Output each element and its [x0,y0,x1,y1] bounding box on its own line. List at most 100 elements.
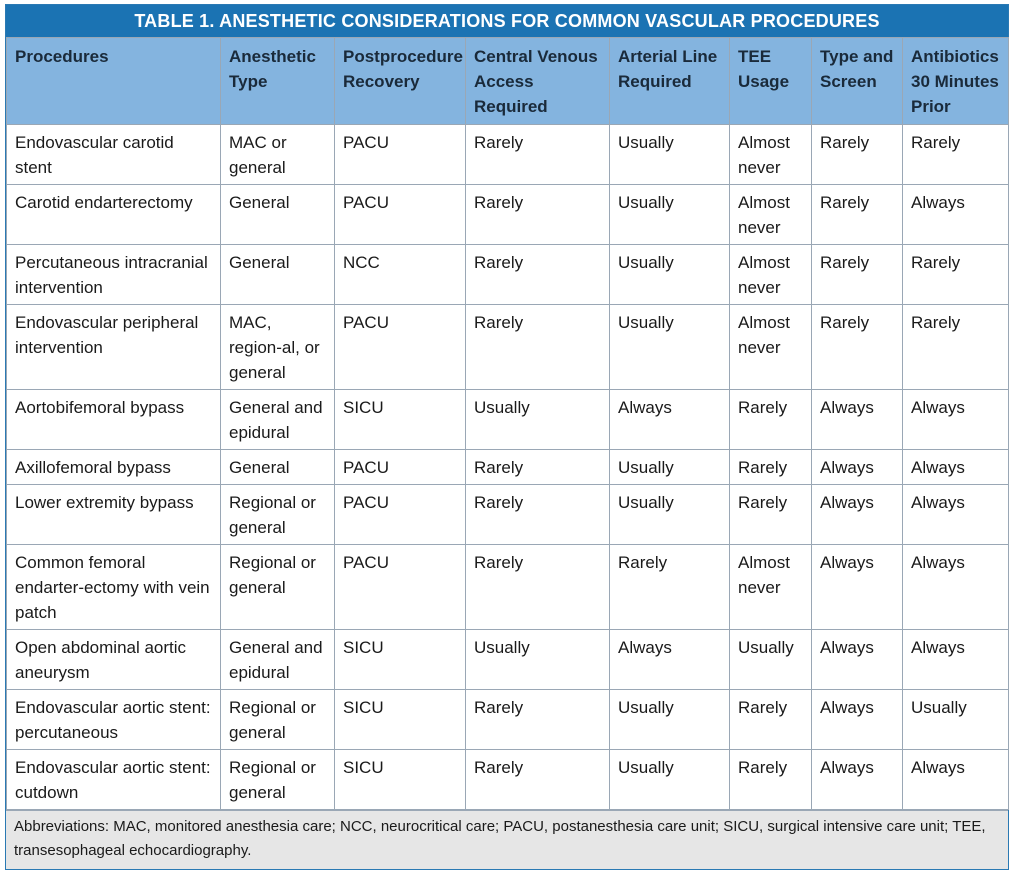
cell-antibiotics: Always [902,749,1009,810]
cell-procedure: Endovascular peripheral intervention [6,304,221,390]
cell-recovery: PACU [334,484,466,545]
data-table: Procedures Anesthetic Type Postprocedure… [6,37,1009,810]
header-anesthetic-type: Anesthetic Type [220,37,335,125]
header-arterial-line: Arterial Line Required [609,37,730,125]
cell-tee: Rarely [729,484,812,545]
cell-type-screen: Rarely [811,304,903,390]
table-body: Endovascular carotid stent MAC or genera… [6,124,1009,810]
cell-central-venous: Rarely [465,244,610,305]
cell-central-venous: Usually [465,629,610,690]
cell-central-venous: Usually [465,389,610,450]
cell-tee: Almost never [729,544,812,630]
table-container: TABLE 1. ANESTHETIC CONSIDERATIONS FOR C… [5,4,1009,870]
header-postprocedure-recovery: Postprocedure Recovery [334,37,466,125]
cell-tee: Usually [729,629,812,690]
cell-antibiotics: Usually [902,689,1009,750]
cell-arterial-line: Usually [609,184,730,245]
cell-central-venous: Rarely [465,304,610,390]
cell-tee: Almost never [729,124,812,185]
abbreviations-footnote: Abbreviations: MAC, monitored anesthesia… [6,810,1008,869]
header-central-venous-access: Central Venous Access Required [465,37,610,125]
cell-procedure: Endovascular aortic stent: cutdown [6,749,221,810]
cell-anesthetic-type: General [220,244,335,305]
cell-arterial-line: Usually [609,124,730,185]
cell-arterial-line: Usually [609,449,730,485]
header-procedures: Procedures [6,37,221,125]
cell-type-screen: Rarely [811,184,903,245]
cell-recovery: SICU [334,389,466,450]
cell-arterial-line: Always [609,629,730,690]
header-type-and-screen: Type and Screen [811,37,903,125]
cell-procedure: Common femoral endarter-ectomy with vein… [6,544,221,630]
table-row: Endovascular carotid stent MAC or genera… [6,124,1009,185]
cell-central-venous: Rarely [465,749,610,810]
cell-antibiotics: Always [902,184,1009,245]
cell-type-screen: Rarely [811,244,903,305]
cell-antibiotics: Rarely [902,124,1009,185]
cell-recovery: SICU [334,629,466,690]
cell-tee: Almost never [729,304,812,390]
cell-tee: Almost never [729,244,812,305]
cell-arterial-line: Usually [609,244,730,305]
cell-arterial-line: Usually [609,484,730,545]
cell-tee: Rarely [729,689,812,750]
cell-antibiotics: Always [902,544,1009,630]
header-tee-usage: TEE Usage [729,37,812,125]
cell-procedure: Percutaneous intracranial intervention [6,244,221,305]
cell-procedure: Axillofemoral bypass [6,449,221,485]
cell-anesthetic-type: Regional or general [220,484,335,545]
cell-anesthetic-type: General [220,184,335,245]
cell-arterial-line: Rarely [609,544,730,630]
cell-tee: Almost never [729,184,812,245]
cell-recovery: PACU [334,449,466,485]
cell-anesthetic-type: General and epidural [220,389,335,450]
cell-anesthetic-type: General [220,449,335,485]
table-row: Common femoral endarter-ectomy with vein… [6,544,1009,630]
cell-anesthetic-type: MAC, region-al, or general [220,304,335,390]
cell-arterial-line: Usually [609,304,730,390]
table-row: Aortobifemoral bypass General and epidur… [6,389,1009,450]
table-row: Percutaneous intracranial intervention G… [6,244,1009,305]
cell-type-screen: Always [811,449,903,485]
cell-central-venous: Rarely [465,544,610,630]
cell-recovery: SICU [334,749,466,810]
cell-procedure: Endovascular carotid stent [6,124,221,185]
cell-central-venous: Rarely [465,124,610,185]
cell-anesthetic-type: General and epidural [220,629,335,690]
cell-central-venous: Rarely [465,689,610,750]
cell-central-venous: Rarely [465,184,610,245]
cell-antibiotics: Always [902,389,1009,450]
cell-procedure: Carotid endarterectomy [6,184,221,245]
cell-recovery: PACU [334,544,466,630]
table-row: Endovascular aortic stent: cutdown Regio… [6,749,1009,810]
cell-type-screen: Always [811,629,903,690]
cell-arterial-line: Usually [609,749,730,810]
cell-tee: Rarely [729,449,812,485]
cell-anesthetic-type: Regional or general [220,544,335,630]
cell-arterial-line: Always [609,389,730,450]
table-row: Endovascular peripheral intervention MAC… [6,304,1009,390]
cell-antibiotics: Always [902,449,1009,485]
cell-antibiotics: Rarely [902,304,1009,390]
cell-type-screen: Always [811,749,903,810]
cell-antibiotics: Rarely [902,244,1009,305]
cell-central-venous: Rarely [465,484,610,545]
cell-type-screen: Rarely [811,124,903,185]
cell-central-venous: Rarely [465,449,610,485]
cell-type-screen: Always [811,689,903,750]
cell-type-screen: Always [811,389,903,450]
header-row: Procedures Anesthetic Type Postprocedure… [6,37,1009,125]
cell-procedure: Aortobifemoral bypass [6,389,221,450]
cell-procedure: Lower extremity bypass [6,484,221,545]
table-row: Endovascular aortic stent: percutaneous … [6,689,1009,750]
cell-anesthetic-type: Regional or general [220,749,335,810]
cell-tee: Rarely [729,749,812,810]
cell-recovery: SICU [334,689,466,750]
cell-anesthetic-type: MAC or general [220,124,335,185]
header-antibiotics: Antibiotics 30 Minutes Prior [902,37,1009,125]
cell-procedure: Open abdominal aortic aneurysm [6,629,221,690]
table-title: TABLE 1. ANESTHETIC CONSIDERATIONS FOR C… [6,5,1008,37]
cell-antibiotics: Always [902,629,1009,690]
table-row: Carotid endarterectomy General PACU Rare… [6,184,1009,245]
cell-type-screen: Always [811,544,903,630]
